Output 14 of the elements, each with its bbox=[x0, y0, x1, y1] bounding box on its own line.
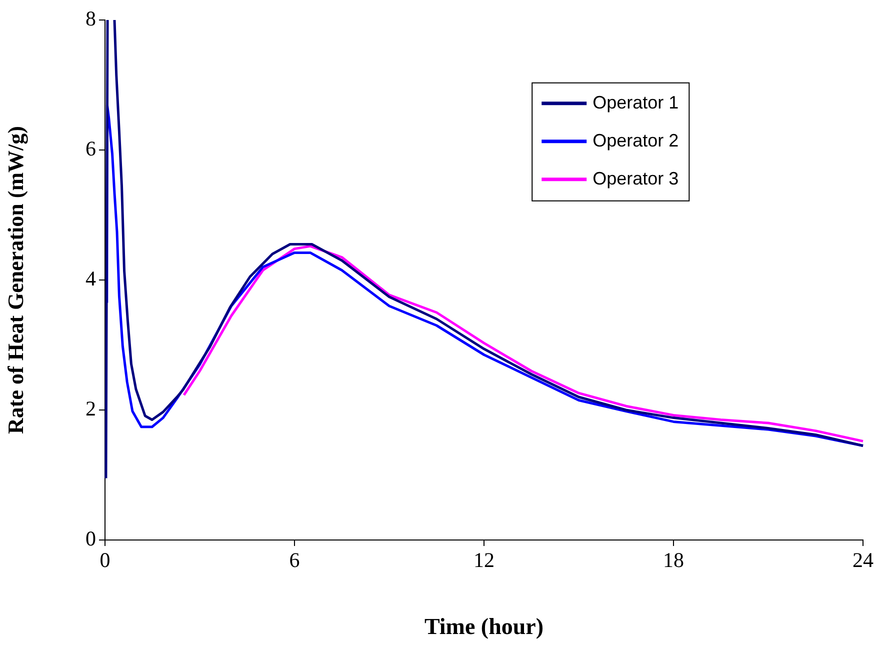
legend-label: Operator 3 bbox=[592, 168, 679, 188]
y-tick-label: 2 bbox=[86, 396, 96, 421]
x-tick-label: 18 bbox=[663, 548, 684, 572]
legend-label: Operator 1 bbox=[592, 92, 679, 112]
y-tick-label: 8 bbox=[86, 6, 96, 31]
legend-label: Operator 2 bbox=[592, 130, 679, 150]
y-axis-title: Rate of Heat Generation (mW/g) bbox=[2, 126, 28, 434]
y-tick-label: 6 bbox=[86, 136, 96, 161]
x-tick-label: 12 bbox=[474, 548, 494, 572]
y-tick-label: 0 bbox=[86, 526, 96, 551]
y-tick-label: 4 bbox=[86, 266, 96, 291]
x-tick-label: 24 bbox=[852, 548, 874, 572]
x-tick-label: 6 bbox=[289, 548, 300, 572]
x-axis-title: Time (hour) bbox=[424, 614, 544, 640]
